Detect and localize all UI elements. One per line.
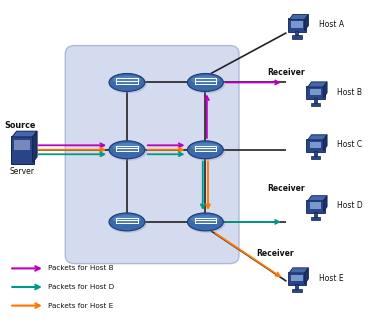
FancyBboxPatch shape [306,86,325,99]
FancyBboxPatch shape [314,212,317,217]
Ellipse shape [191,143,220,151]
FancyBboxPatch shape [311,217,320,220]
Ellipse shape [109,73,145,91]
Ellipse shape [112,215,141,223]
Ellipse shape [188,73,223,91]
FancyBboxPatch shape [310,89,321,95]
Polygon shape [33,131,37,163]
Text: Host E: Host E [318,273,343,282]
Polygon shape [308,196,327,201]
FancyBboxPatch shape [14,139,30,150]
Text: Receiver: Receiver [256,250,293,259]
FancyBboxPatch shape [291,275,303,281]
FancyBboxPatch shape [65,46,239,264]
Polygon shape [308,135,327,140]
FancyBboxPatch shape [306,200,325,213]
FancyBboxPatch shape [311,156,320,159]
Text: Packets for Host D: Packets for Host D [49,284,115,290]
FancyBboxPatch shape [310,203,321,209]
Polygon shape [289,268,308,273]
Text: Host A: Host A [318,20,344,29]
Text: Packets for Host B: Packets for Host B [49,265,114,271]
Polygon shape [305,268,308,284]
FancyBboxPatch shape [306,139,325,152]
Ellipse shape [112,76,141,84]
FancyBboxPatch shape [295,31,299,35]
FancyBboxPatch shape [291,21,303,28]
Text: Source: Source [5,121,36,130]
Ellipse shape [109,75,147,93]
FancyBboxPatch shape [292,289,302,292]
Polygon shape [289,14,308,20]
Text: Host C: Host C [337,140,362,149]
Ellipse shape [109,141,145,159]
Ellipse shape [188,75,225,93]
Ellipse shape [191,76,220,84]
FancyBboxPatch shape [288,18,306,32]
Polygon shape [323,196,327,212]
FancyBboxPatch shape [288,272,306,285]
Text: Receiver: Receiver [267,68,305,77]
FancyBboxPatch shape [311,103,320,106]
FancyBboxPatch shape [295,284,299,289]
Ellipse shape [109,213,145,231]
FancyBboxPatch shape [310,142,321,148]
Ellipse shape [188,213,223,231]
Polygon shape [308,82,327,87]
Polygon shape [323,135,327,151]
FancyBboxPatch shape [314,151,317,156]
Ellipse shape [112,143,141,151]
Polygon shape [305,14,308,31]
Text: Host D: Host D [337,201,363,210]
Ellipse shape [188,141,223,159]
Ellipse shape [188,214,225,233]
FancyBboxPatch shape [11,136,34,164]
Text: Server: Server [10,167,35,176]
Ellipse shape [191,215,220,223]
Ellipse shape [109,142,147,161]
Text: Receiver: Receiver [267,184,305,193]
Polygon shape [12,131,37,137]
Polygon shape [323,82,327,98]
FancyBboxPatch shape [292,35,302,39]
Text: Packets for Host E: Packets for Host E [49,303,114,308]
Ellipse shape [109,214,147,233]
Ellipse shape [188,142,225,161]
Text: Host B: Host B [337,88,362,97]
FancyBboxPatch shape [314,98,317,103]
